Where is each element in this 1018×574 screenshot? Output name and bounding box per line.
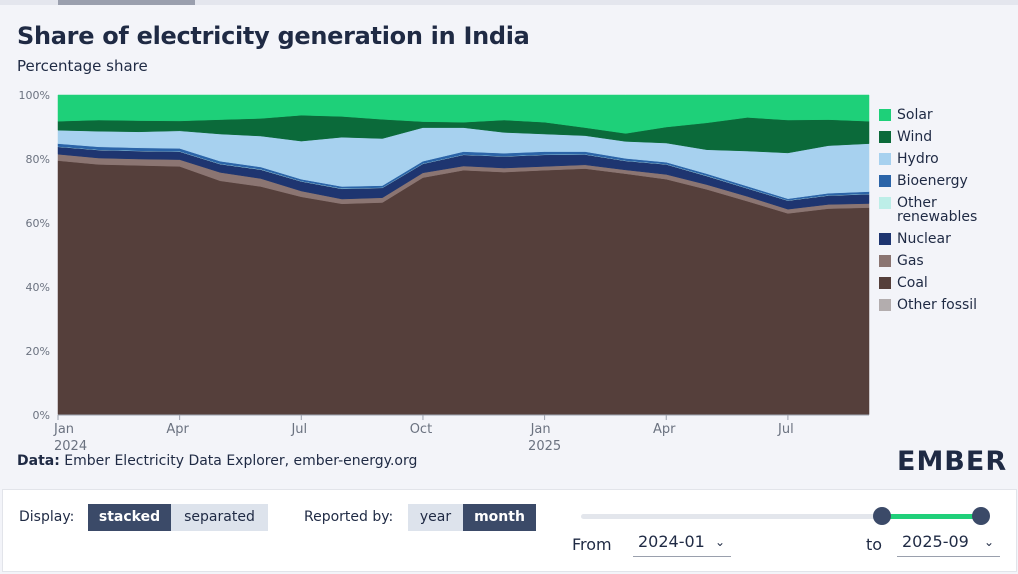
to-value: 2025-09 bbox=[902, 532, 969, 551]
x-tick-label: Jan bbox=[53, 422, 74, 437]
y-tick-label: 80% bbox=[26, 153, 50, 166]
legend-label: Hydro bbox=[897, 151, 939, 167]
legend-swatch bbox=[879, 109, 891, 121]
x-tick-label: Oct bbox=[410, 422, 432, 437]
legend-item-solar[interactable]: Solar bbox=[879, 108, 1014, 122]
from-value: 2024-01 bbox=[638, 532, 705, 551]
range-start-handle[interactable] bbox=[873, 507, 891, 525]
from-label: From bbox=[572, 535, 612, 554]
y-tick-label: 40% bbox=[26, 281, 50, 294]
chevron-down-icon: ⌄ bbox=[714, 535, 725, 549]
legend-item-wind[interactable]: Wind bbox=[879, 130, 1014, 144]
x-tick-label: Jul bbox=[777, 422, 794, 437]
legend-swatch bbox=[879, 299, 891, 311]
chevron-down-icon: ⌄ bbox=[983, 535, 994, 549]
data-source: Data: Ember Electricity Data Explorer, e… bbox=[17, 453, 417, 469]
legend-item-gas[interactable]: Gas bbox=[879, 254, 1014, 268]
legend-item-other-fossil[interactable]: Other fossil bbox=[879, 298, 1014, 312]
data-source-label: Data: bbox=[17, 453, 60, 469]
legend-label: Nuclear bbox=[897, 231, 951, 247]
x-tick-label: Jan bbox=[530, 422, 551, 437]
legend-item-bioenergy[interactable]: Bioenergy bbox=[879, 174, 1014, 188]
from-select[interactable]: 2024-01 ⌄ bbox=[633, 530, 731, 557]
legend-label: Other renewables bbox=[897, 195, 978, 225]
x-tick-sublabel: 2025 bbox=[528, 439, 561, 454]
x-tick-label: Apr bbox=[166, 422, 189, 437]
to-label: to bbox=[866, 535, 883, 554]
display-stacked-button[interactable]: stacked bbox=[88, 504, 171, 531]
top-tab-bar bbox=[0, 0, 1018, 5]
reported-by-label: Reported by: bbox=[304, 509, 394, 525]
y-tick-label: 100% bbox=[19, 89, 50, 102]
legend-swatch bbox=[879, 131, 891, 143]
legend-item-nuclear[interactable]: Nuclear bbox=[879, 232, 1014, 246]
y-tick-label: 60% bbox=[26, 217, 50, 230]
legend-item-coal[interactable]: Coal bbox=[879, 276, 1014, 290]
legend-swatch bbox=[879, 153, 891, 165]
legend-item-hydro[interactable]: Hydro bbox=[879, 152, 1014, 166]
y-tick-label: 0% bbox=[33, 409, 50, 422]
legend-swatch bbox=[879, 255, 891, 267]
legend-swatch bbox=[879, 175, 891, 187]
legend-swatch bbox=[879, 277, 891, 289]
range-end-handle[interactable] bbox=[972, 507, 990, 525]
legend-label: Solar bbox=[897, 107, 933, 123]
legend-label: Gas bbox=[897, 253, 924, 269]
area-solar bbox=[57, 94, 870, 134]
legend-label: Wind bbox=[897, 129, 933, 145]
chart-legend: Solar Wind Hydro Bioenergy Other renewables N… bbox=[879, 108, 1014, 320]
date-range-slider[interactable] bbox=[581, 514, 981, 519]
ember-logo: EMBER bbox=[897, 446, 1008, 477]
data-source-link[interactable]: Ember Electricity Data Explorer, ember-e… bbox=[64, 453, 418, 469]
legend-swatch bbox=[879, 197, 891, 209]
chart-subtitle: Percentage share bbox=[17, 57, 148, 75]
display-label: Display: bbox=[19, 509, 75, 525]
x-tick-label: Apr bbox=[653, 422, 676, 437]
y-tick-label: 20% bbox=[26, 345, 50, 358]
chart-title: Share of electricity generation in India bbox=[17, 22, 530, 50]
legend-label: Coal bbox=[897, 275, 928, 291]
reported-month-button[interactable]: month bbox=[463, 504, 536, 531]
reported-year-button[interactable]: year bbox=[408, 504, 463, 531]
date-range-fill bbox=[882, 514, 981, 519]
legend-label: Bioenergy bbox=[897, 173, 968, 189]
x-tick-sublabel: 2024 bbox=[54, 439, 87, 454]
stacked-area-chart: 0% 20% 40% 60% 80% 100% Jan 2024 Apr Jul Oct Jan 202… bbox=[19, 89, 870, 454]
legend-item-other-renewables[interactable]: Other renewables bbox=[879, 196, 1014, 224]
x-tick-label: Jul bbox=[290, 422, 307, 437]
display-separated-button[interactable]: separated bbox=[171, 504, 268, 531]
active-tab-indicator[interactable] bbox=[58, 0, 195, 5]
to-select[interactable]: 2025-09 ⌄ bbox=[897, 530, 1000, 557]
legend-swatch bbox=[879, 233, 891, 245]
legend-label: Other fossil bbox=[897, 297, 978, 313]
